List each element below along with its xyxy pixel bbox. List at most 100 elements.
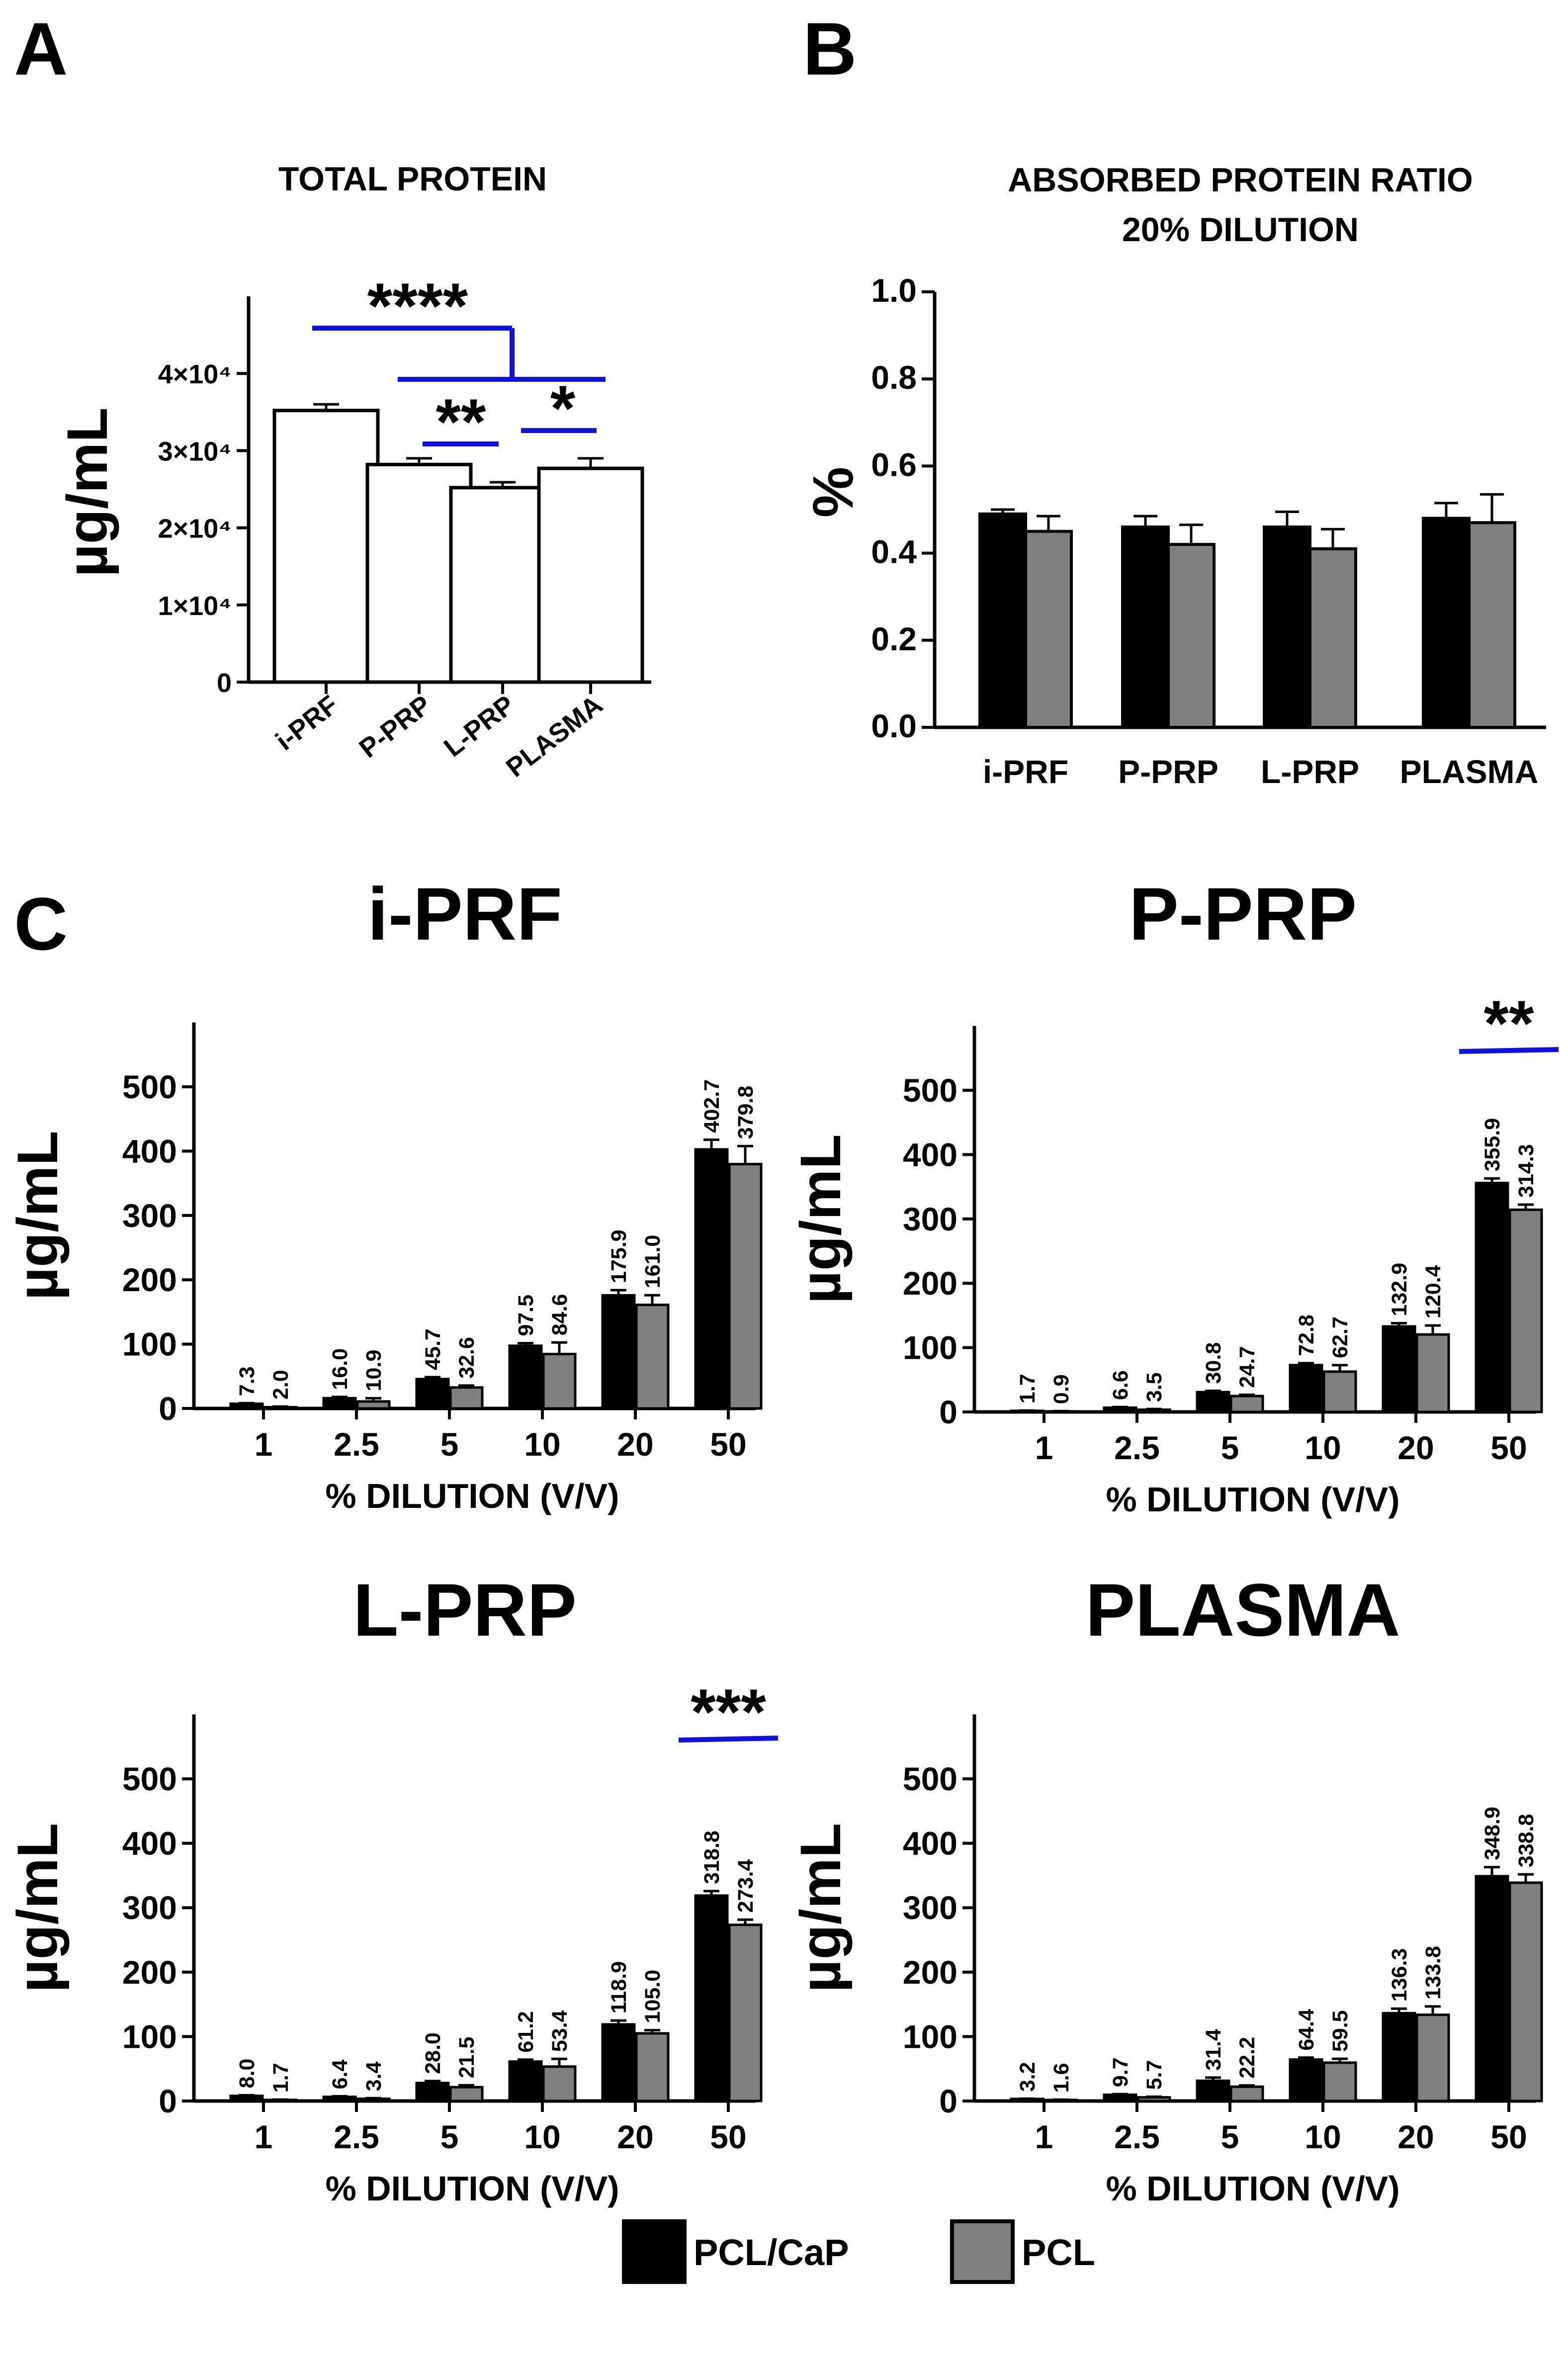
chart-title-C3: L-PRP [353, 1568, 577, 1652]
bar-plasma [537, 466, 644, 684]
data-label: 45.7 [421, 1328, 445, 1370]
bar-group-C2: 355.9 314.3 50 [1475, 1118, 1543, 1466]
y-axis-label-C3: µg/mL [6, 1823, 70, 1993]
bar-group-C1: 16.0 10.9 2.5 [322, 1348, 391, 1463]
data-label: 1.7 [1016, 1374, 1040, 1403]
bar-pcl-cap [229, 2095, 264, 2102]
data-label: 0.9 [1049, 1374, 1073, 1404]
bar-pcl-cap [508, 2060, 543, 2102]
y-tick-label: 0 [159, 2083, 177, 2119]
chart-title-C4: PLASMA [1085, 1568, 1400, 1652]
y-tick-label: 200 [903, 1265, 958, 1302]
bar-pcl-cap [322, 2096, 357, 2102]
legend: PCL/CaP PCL [622, 2219, 1095, 2284]
y-tick-label: 0 [159, 1390, 177, 1427]
bar-group-C3: 318.8 273.4 50 [694, 1831, 763, 2155]
data-label: 3.2 [1016, 2062, 1040, 2092]
x-tick-label: 2.5 [1114, 2118, 1160, 2155]
data-label: 16.0 [328, 1348, 352, 1390]
bar-group-C4: 136.3 133.8 20 [1382, 1946, 1450, 2155]
data-label: 10.9 [362, 1350, 386, 1392]
y-tick-label: 0 [217, 668, 232, 698]
y-tick-label: 4×10⁴ [158, 359, 232, 389]
bar-group-a: L-PRP [438, 481, 556, 763]
x-tick-label: 50 [1490, 1429, 1527, 1466]
bar-group-C3: 8.0 1.7 1 [229, 2059, 298, 2155]
data-label: 21.5 [455, 2037, 479, 2079]
bar-pcl [1308, 547, 1357, 729]
y-tick-label: 400 [122, 1133, 177, 1169]
legend-item-pcl-cap: PCL/CaP [622, 2219, 849, 2284]
bar-pcl [728, 1924, 763, 2102]
y-tick-label: 200 [903, 1954, 958, 1991]
y-axis-C3: 0 100 200 300 400 500 [122, 1714, 196, 2119]
sig-label: ** [436, 385, 486, 458]
data-label: 132.9 [1388, 1263, 1411, 1316]
y-axis-C2: 0 100 200 300 400 500 [903, 1026, 976, 1430]
data-label: 3.4 [362, 2061, 386, 2091]
significance-C3: *** [678, 1675, 779, 1748]
data-label: 3.5 [1142, 1372, 1166, 1402]
x-axis-label-C3: % DILUTION (V/V) [325, 2169, 619, 2208]
bar-pcl [1508, 1881, 1543, 2102]
sig-line [678, 1736, 779, 1743]
bar-pcl-cap [1263, 526, 1311, 729]
sig-line [1459, 1047, 1559, 1054]
legend-label: PCL [1022, 2232, 1095, 2273]
y-tick-label: 200 [122, 1954, 177, 1991]
x-tick-label: 10 [1305, 1429, 1341, 1466]
bar-pcl [1024, 529, 1073, 729]
panel-letter-b: B [803, 7, 857, 90]
y-axis-B: 0.0 0.2 0.4 0.6 0.8 1.0 [871, 272, 937, 744]
data-label: 338.8 [1514, 1814, 1538, 1867]
y-tick-label: 3×10⁴ [158, 437, 232, 466]
bar-group-C2: 132.9 120.4 20 [1382, 1263, 1450, 1466]
bar-pcl-cap [1196, 1391, 1230, 1413]
bar-pcl-cap [415, 2082, 450, 2102]
y-axis-A: 0 1×10⁴ 2×10⁴ 3×10⁴ 4×10⁴ [158, 296, 251, 698]
data-label: 105.0 [641, 1970, 665, 2023]
data-label: 31.4 [1202, 2029, 1225, 2071]
data-label: 314.3 [1514, 1144, 1538, 1198]
x-tick-label: 2.5 [334, 1426, 379, 1463]
sig-label: ** [1483, 987, 1534, 1059]
bar-pcl-cap [694, 1148, 729, 1410]
chart-title-C1: i-PRF [367, 872, 562, 956]
bar-pcl-cap [1382, 1325, 1416, 1413]
y-tick-label: 200 [122, 1261, 177, 1298]
x-tick-label: 1 [255, 2118, 273, 2155]
x-tick-label: 1 [1035, 2118, 1053, 2155]
x-tick-label: 20 [617, 1426, 653, 1463]
bar-pcl [449, 1386, 484, 1410]
bar-pcl-cap [1103, 2093, 1137, 2102]
bar-i-prf [272, 409, 380, 684]
x-tick-label: i-PRF [983, 753, 1068, 790]
data-label: 2.0 [269, 1370, 293, 1400]
data-label: 84.6 [548, 1294, 572, 1336]
data-label: 120.4 [1421, 1265, 1445, 1318]
legend-item-pcl: PCL [950, 2219, 1095, 2284]
bar-pcl [1468, 521, 1516, 729]
bar-group-C2: 6.6 3.5 2.5 [1103, 1370, 1171, 1466]
bar-group-C4: 3.2 1.6 1 [1010, 2062, 1078, 2155]
data-label: 161.0 [641, 1235, 665, 1289]
y-tick-label: 0 [939, 1394, 958, 1430]
y-axis-label-C1: µg/mL [6, 1131, 70, 1300]
x-tick-label: 5 [440, 1426, 459, 1463]
bar-group-C1: 7.3 2.0 1 [229, 1366, 298, 1463]
bar-pcl-cap [1196, 2079, 1230, 2102]
bar-group-C3: 6.4 3.4 2.5 [322, 2060, 391, 2155]
chart-title-b: ABSORBED PROTEIN RATIO [1008, 161, 1473, 199]
y-axis-label-C4: µg/mL [789, 1823, 853, 1993]
data-label: 97.5 [514, 1295, 538, 1336]
significance-C2: ** [1459, 987, 1559, 1059]
bar-pcl [1415, 1333, 1450, 1413]
bar-pcl-cap [1103, 1406, 1137, 1413]
significance-a: ****** * [312, 269, 606, 458]
bar-pcl-cap [1475, 1875, 1509, 2102]
x-tick-label: i-PRF [270, 690, 344, 756]
y-axis-C4: 0 100 200 300 400 500 [903, 1714, 976, 2119]
data-label: 273.4 [734, 1859, 758, 1913]
bar-pcl-cap [1382, 2012, 1416, 2102]
data-label: 6.4 [328, 2060, 352, 2090]
